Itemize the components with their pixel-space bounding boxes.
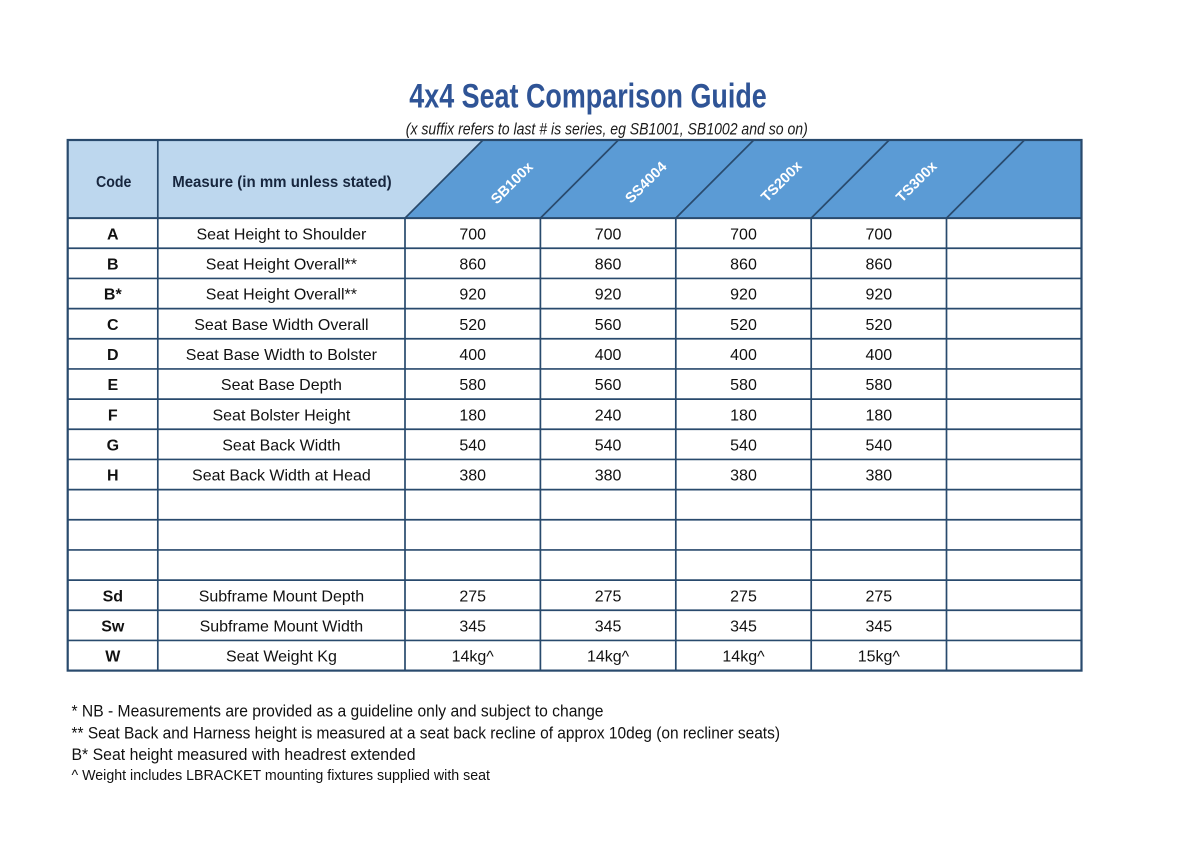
svg-text:Subframe Mount Width: Subframe Mount Width — [200, 619, 364, 636]
svg-text:15kg^: 15kg^ — [858, 649, 901, 666]
svg-text:G: G — [107, 438, 119, 455]
svg-text:14kg^: 14kg^ — [722, 649, 765, 666]
svg-text:Seat Back Width: Seat Back Width — [222, 438, 340, 455]
svg-text:700: 700 — [459, 226, 486, 243]
svg-text:400: 400 — [459, 347, 486, 364]
svg-text:860: 860 — [459, 257, 486, 274]
svg-text:580: 580 — [865, 377, 892, 394]
svg-text:560: 560 — [595, 317, 622, 334]
svg-text:** Seat Back and Harness heigh: ** Seat Back and Harness height is measu… — [72, 725, 781, 743]
svg-text:345: 345 — [595, 619, 622, 636]
svg-text:14kg^: 14kg^ — [587, 649, 630, 666]
svg-text:14kg^: 14kg^ — [452, 649, 495, 666]
svg-text:240: 240 — [595, 407, 622, 424]
svg-text:920: 920 — [595, 287, 622, 304]
svg-text:400: 400 — [595, 347, 622, 364]
svg-text:700: 700 — [595, 226, 622, 243]
svg-text:860: 860 — [730, 257, 757, 274]
svg-text:345: 345 — [730, 619, 757, 636]
svg-text:4x4 Seat Comparison Guide: 4x4 Seat Comparison Guide — [409, 77, 767, 115]
svg-text:380: 380 — [459, 468, 486, 485]
svg-text:F: F — [108, 407, 118, 424]
svg-text:Seat Height to Shoulder: Seat Height to Shoulder — [196, 226, 367, 243]
svg-text:B: B — [107, 257, 119, 274]
svg-text:380: 380 — [595, 468, 622, 485]
svg-text:700: 700 — [865, 226, 892, 243]
svg-text:345: 345 — [459, 619, 486, 636]
svg-text:(x suffix refers to last # is: (x suffix refers to last # is series, eg… — [406, 120, 808, 139]
svg-text:275: 275 — [459, 588, 486, 605]
svg-text:Sd: Sd — [103, 588, 123, 605]
svg-text:560: 560 — [595, 377, 622, 394]
svg-text:Seat Height Overall**: Seat Height Overall** — [206, 287, 357, 304]
svg-text:180: 180 — [459, 407, 486, 424]
svg-text:Seat Base Width Overall: Seat Base Width Overall — [194, 317, 368, 334]
svg-text:580: 580 — [730, 377, 757, 394]
svg-text:520: 520 — [865, 317, 892, 334]
svg-text:400: 400 — [730, 347, 757, 364]
svg-text:380: 380 — [865, 468, 892, 485]
svg-text:275: 275 — [595, 588, 622, 605]
svg-text:C: C — [107, 317, 119, 334]
svg-text:580: 580 — [459, 377, 486, 394]
svg-text:Seat Bolster Height: Seat Bolster Height — [212, 407, 350, 424]
svg-text:B* Seat height measured with h: B* Seat height measured with headrest ex… — [72, 746, 416, 764]
svg-text:520: 520 — [459, 317, 486, 334]
svg-text:275: 275 — [730, 588, 757, 605]
svg-text:540: 540 — [595, 438, 622, 455]
svg-text:380: 380 — [730, 468, 757, 485]
svg-text:D: D — [107, 347, 119, 364]
svg-text:920: 920 — [865, 287, 892, 304]
svg-text:Code: Code — [96, 174, 131, 191]
svg-text:920: 920 — [459, 287, 486, 304]
svg-text:Measure (in mm unless stated): Measure (in mm unless stated) — [172, 174, 392, 191]
svg-text:E: E — [107, 377, 118, 394]
svg-text:345: 345 — [865, 619, 892, 636]
svg-text:180: 180 — [730, 407, 757, 424]
svg-text:Sw: Sw — [101, 619, 125, 636]
svg-text:400: 400 — [865, 347, 892, 364]
svg-text:180: 180 — [865, 407, 892, 424]
svg-text:540: 540 — [865, 438, 892, 455]
svg-text:B*: B* — [104, 287, 123, 304]
svg-text:860: 860 — [865, 257, 892, 274]
svg-text:540: 540 — [730, 438, 757, 455]
svg-text:^ Weight includes LBRACKET mou: ^ Weight includes LBRACKET mounting fixt… — [72, 768, 491, 784]
svg-text:Seat Base Depth: Seat Base Depth — [221, 377, 342, 394]
svg-text:A: A — [107, 226, 119, 243]
svg-text:Subframe Mount Depth: Subframe Mount Depth — [199, 588, 364, 605]
svg-text:520: 520 — [730, 317, 757, 334]
svg-text:Seat Height Overall**: Seat Height Overall** — [206, 257, 357, 274]
svg-text:* NB - Measurements are provid: * NB - Measurements are provided as a gu… — [72, 703, 604, 721]
svg-text:Seat Back Width at Head: Seat Back Width at Head — [192, 468, 371, 485]
svg-text:860: 860 — [595, 257, 622, 274]
svg-text:920: 920 — [730, 287, 757, 304]
svg-text:540: 540 — [459, 438, 486, 455]
svg-text:W: W — [105, 649, 121, 666]
svg-text:700: 700 — [730, 226, 757, 243]
svg-text:H: H — [107, 468, 119, 485]
svg-text:Seat Weight Kg: Seat Weight Kg — [226, 649, 337, 666]
svg-text:275: 275 — [865, 588, 892, 605]
svg-text:Seat Base Width to Bolster: Seat Base Width to Bolster — [186, 347, 378, 364]
